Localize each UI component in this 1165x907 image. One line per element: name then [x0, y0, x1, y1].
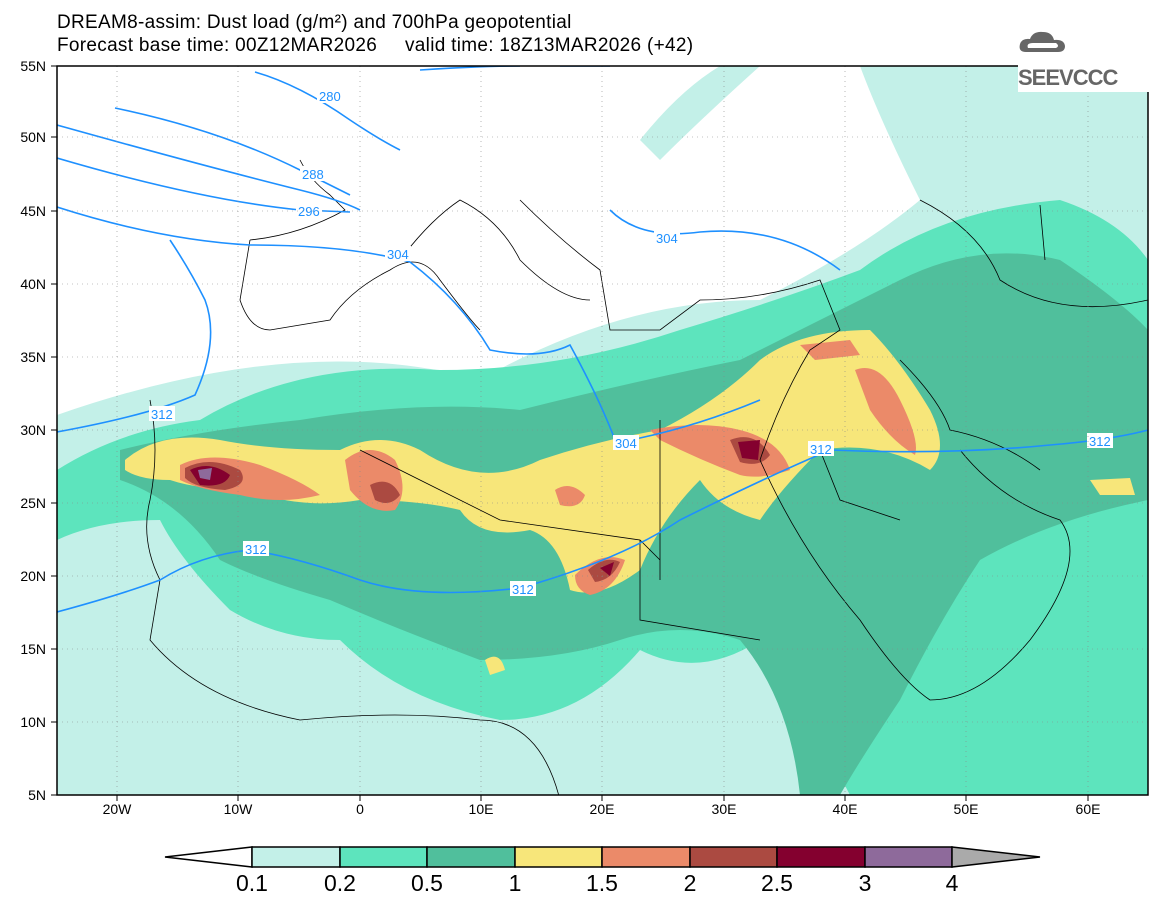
logo-text: SEEVCCC [1018, 65, 1118, 91]
colorbar-label: 0.5 [411, 870, 443, 896]
lon-label: 50E [953, 801, 979, 817]
lon-label: 60E [1075, 801, 1101, 817]
contour-label: 304 [387, 247, 409, 262]
valid-time: valid time: 18Z13MAR2026 (+42) [405, 35, 694, 56]
cloud-icon [1018, 28, 1068, 63]
map-title: DREAM8-assim: Dust load (g/m²) and 700hP… [57, 12, 572, 33]
base-time: Forecast base time: 00Z12MAR2026 valid t… [57, 35, 693, 57]
colorbar-swatch [776, 846, 866, 868]
contour-labels: 280 288 296 304 304 304 312 312 312 312 … [149, 88, 1113, 597]
colorbar-swatch [426, 846, 516, 868]
dust-field [57, 66, 1148, 795]
contour-label: 312 [1089, 434, 1111, 449]
lat-label: 25N [20, 495, 46, 511]
lon-label: 10E [468, 801, 494, 817]
lon-label: 40E [832, 801, 858, 817]
colorbar-over-triangle [951, 846, 1041, 868]
colorbar-swatch [339, 846, 428, 868]
colorbar-label: 0.1 [236, 870, 268, 896]
lon-label: 30E [711, 801, 737, 817]
lon-label: 10W [223, 801, 253, 817]
contour-label: 312 [151, 407, 173, 422]
colorbar-label: 0.2 [324, 870, 356, 896]
contour-label: 296 [298, 204, 320, 219]
lat-label: 20N [20, 568, 46, 584]
dust-3 [198, 468, 212, 480]
lat-label: 50N [20, 129, 46, 145]
colorbar-under-triangle [164, 846, 253, 868]
lon-label: 20W [102, 801, 132, 817]
contour-label: 312 [245, 542, 267, 557]
forecast-base-time: Forecast base time: 00Z12MAR2026 [57, 35, 378, 56]
contour-label: 312 [512, 582, 534, 597]
contour-label: 312 [810, 442, 832, 457]
colorbar-label: 4 [945, 870, 959, 896]
lat-label: 15N [20, 641, 46, 657]
contour-label: 304 [615, 436, 637, 451]
axis-ticks [51, 65, 1089, 801]
dust-1.5 [180, 340, 916, 595]
seevccc-logo: SEEVCCC [1018, 28, 1165, 93]
coastlines [146, 159, 1148, 795]
colorbar-swatch [601, 846, 691, 868]
colorbar [164, 846, 1041, 868]
colorbar-swatch [864, 846, 953, 868]
colorbar-label: 1 [508, 870, 522, 896]
lat-label: 55N [20, 58, 46, 74]
colorbar-label: 3 [858, 870, 872, 896]
lat-label: 40N [20, 276, 46, 292]
colorbar-swatch [251, 846, 341, 868]
colorbar-swatch [514, 846, 603, 868]
lon-label: 0 [356, 801, 364, 817]
colorbar-label: 2 [683, 870, 697, 896]
lat-label: 45N [20, 203, 46, 219]
gridlines [57, 66, 1148, 795]
colorbar-swatch [689, 846, 778, 868]
lat-label: 10N [20, 714, 46, 730]
lat-label: 30N [20, 422, 46, 438]
contour-label: 288 [302, 167, 324, 182]
lat-label: 35N [20, 349, 46, 365]
contour-label: 304 [656, 231, 678, 246]
contour-label: 280 [319, 89, 341, 104]
colorbar-label: 1.5 [586, 870, 618, 896]
lat-label: 5N [28, 787, 46, 803]
lon-label: 20E [589, 801, 615, 817]
colorbar-label: 2.5 [761, 870, 793, 896]
